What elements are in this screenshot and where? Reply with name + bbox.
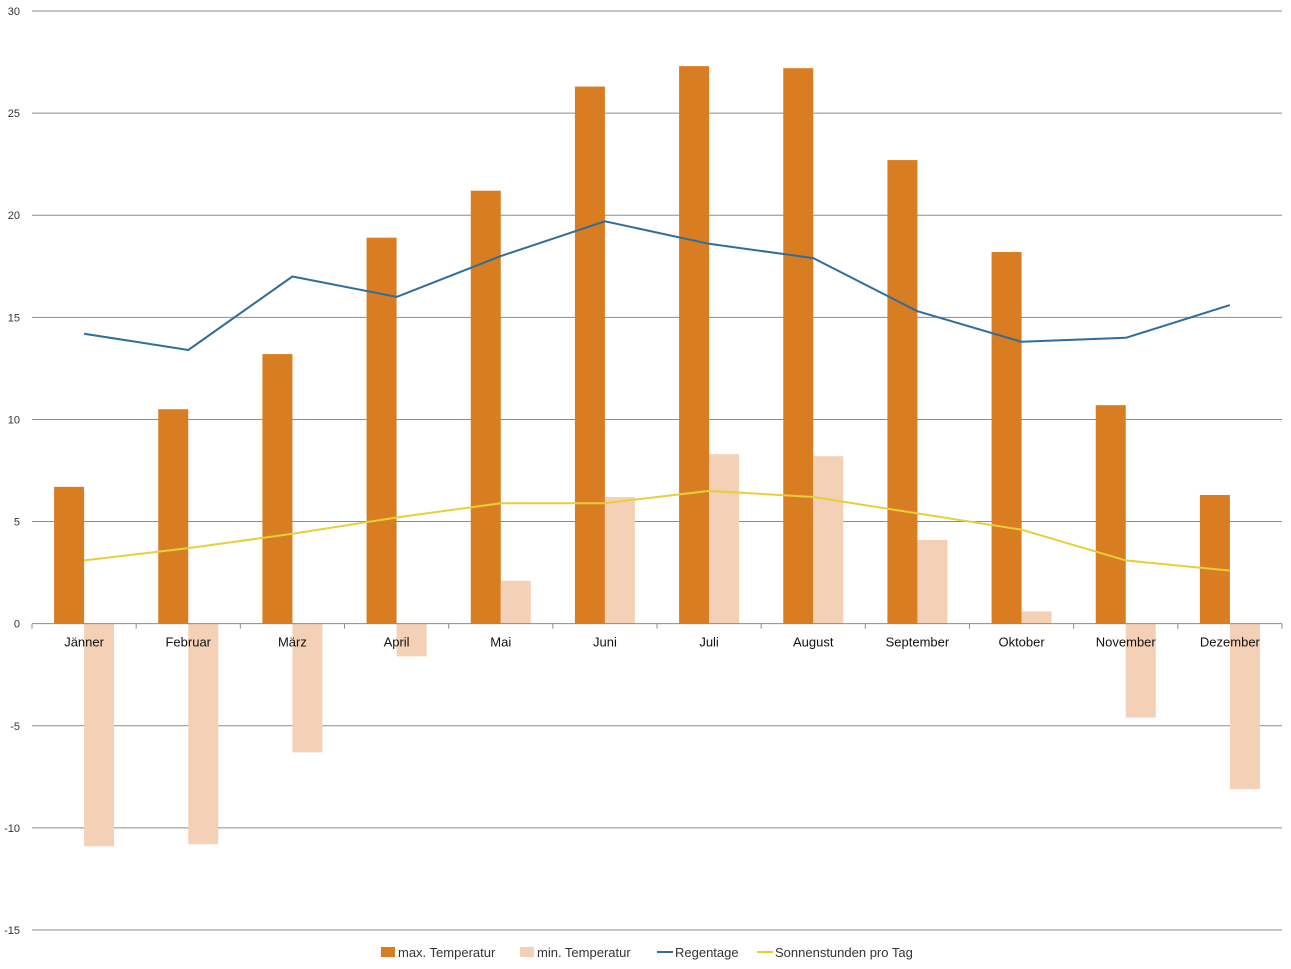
y-tick-label: 10 bbox=[8, 414, 20, 426]
y-tick-label: 15 bbox=[8, 312, 20, 324]
max-temp-bar bbox=[783, 68, 814, 624]
category-label: Jänner bbox=[64, 635, 104, 650]
y-tick-label: 30 bbox=[8, 6, 20, 18]
category-label: Juni bbox=[593, 635, 617, 650]
y-tick-label: 20 bbox=[8, 210, 20, 222]
category-label: Oktober bbox=[998, 635, 1045, 650]
min-temp-bar bbox=[1125, 623, 1156, 718]
max-temp-bar bbox=[1199, 495, 1230, 624]
y-tick-label: -15 bbox=[4, 925, 20, 937]
category-label: September bbox=[886, 635, 950, 650]
category-label: März bbox=[278, 635, 307, 650]
max-temp-bar bbox=[158, 409, 189, 624]
y-axis-ticks: 30 25 20 15 10 5 0 -5 -10 -15 bbox=[4, 6, 20, 937]
legend-swatch bbox=[520, 947, 534, 957]
max-temp-bar bbox=[991, 251, 1022, 624]
grid-lines bbox=[32, 10, 1282, 931]
category-label: Mai bbox=[490, 635, 511, 650]
min-temp-bar bbox=[1021, 611, 1052, 624]
max-temp-bar bbox=[54, 486, 85, 624]
min-temp-bar bbox=[709, 454, 740, 624]
max-temp-bar bbox=[679, 66, 710, 624]
y-tick-label: 25 bbox=[8, 108, 20, 120]
min-temp-bar bbox=[917, 539, 948, 624]
min-temp-bar bbox=[188, 623, 219, 845]
bars bbox=[54, 66, 1260, 847]
min-temp-bar bbox=[292, 623, 323, 753]
min-temp-bar bbox=[813, 456, 844, 624]
max-temp-bar bbox=[366, 237, 397, 624]
category-label: Juli bbox=[699, 635, 719, 650]
min-temp-bar bbox=[1229, 623, 1260, 790]
category-label: Dezember bbox=[1200, 635, 1261, 650]
max-temp-bar bbox=[262, 354, 293, 624]
y-tick-label: 0 bbox=[14, 619, 20, 631]
legend-sonnenstunden: Sonnenstunden pro Tag bbox=[757, 945, 913, 960]
sonnenstunden-line bbox=[83, 489, 1230, 572]
legend-label: Regentage bbox=[675, 945, 739, 960]
max-temp-bar bbox=[1095, 405, 1126, 624]
max-temp-bar bbox=[574, 86, 605, 624]
max-temp-bar bbox=[887, 160, 918, 624]
category-label: August bbox=[793, 635, 834, 650]
y-tick-label: -5 bbox=[10, 721, 20, 733]
legend-min-temperatur: min. Temperatur bbox=[520, 945, 631, 960]
legend-swatch bbox=[381, 947, 395, 957]
legend-regentage: Regentage bbox=[657, 945, 739, 960]
min-temp-bar bbox=[500, 580, 531, 624]
y-tick-label: 5 bbox=[14, 517, 20, 529]
legend-label: Sonnenstunden pro Tag bbox=[775, 945, 913, 960]
legend: max. Temperatur min. Temperatur Regentage S… bbox=[381, 945, 913, 960]
y-tick-label: -10 bbox=[4, 823, 20, 835]
min-temp-bar bbox=[84, 623, 115, 847]
max-temp-bar bbox=[470, 190, 501, 624]
category-labels: Jänner Februar März April Mai Juni Juli August S… bbox=[64, 635, 1260, 650]
min-temp-bar bbox=[396, 623, 427, 657]
legend-max-temperatur: max. Temperatur bbox=[381, 945, 496, 960]
series-lines bbox=[83, 220, 1231, 572]
category-label: Februar bbox=[165, 635, 211, 650]
min-temp-bar bbox=[604, 497, 635, 624]
category-label: November bbox=[1096, 635, 1157, 650]
regentage-line bbox=[83, 220, 1231, 351]
x-axis bbox=[31, 623, 1283, 629]
legend-label: max. Temperatur bbox=[398, 945, 496, 960]
category-label: April bbox=[384, 635, 410, 650]
legend-label: min. Temperatur bbox=[537, 945, 631, 960]
